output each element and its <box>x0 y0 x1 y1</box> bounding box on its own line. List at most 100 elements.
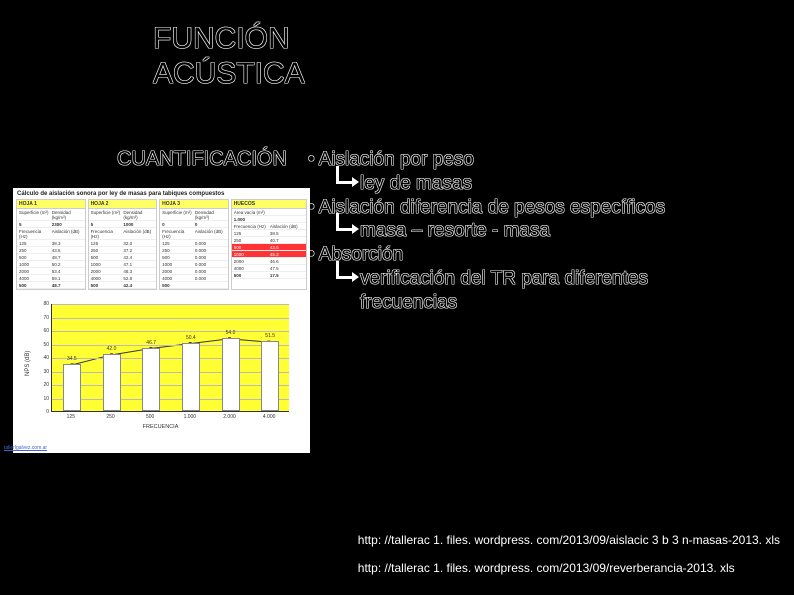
gridline <box>52 318 289 319</box>
data-row: 50043.5 <box>232 244 306 251</box>
y-tick: 10 <box>37 396 49 402</box>
chart-bar <box>142 348 160 411</box>
summary-row: 50017.5 <box>232 272 306 279</box>
col-values: 51000 <box>89 221 157 228</box>
data-row: 25037.2 <box>89 247 157 254</box>
chart-area: NPS (dB) 01020304050607080 34.542.046.75… <box>23 296 298 436</box>
col-head: HUECOS <box>232 200 306 209</box>
col-subhead: Área vacía (m²) <box>232 209 306 216</box>
bullet-3-text: Absorción <box>319 243 404 267</box>
arrow-icon <box>332 219 360 241</box>
x-tick: 4.000 <box>263 414 276 420</box>
bullet-1: • Aislación por peso <box>308 148 665 172</box>
gridline <box>52 358 289 359</box>
col-values: 1.000 <box>232 216 306 223</box>
summary-row: 50042.4 <box>89 282 157 289</box>
sub-3-text: verificación del TR para diferentes frec… <box>360 267 648 315</box>
y-tick: 0 <box>37 409 49 415</box>
x-tick: 500 <box>146 414 154 420</box>
section-subtitle: CUANTIFICACIÓN <box>117 148 287 171</box>
sheet-table: HOJA 1Superficie (m²)Densidad (kg/m³)523… <box>13 199 310 290</box>
bullet-2: • Aislación diferencia de pesos específi… <box>308 196 665 220</box>
sheet-col: HOJA 1Superficie (m²)Densidad (kg/m³)523… <box>16 199 86 290</box>
gridline <box>52 399 289 400</box>
chart-bar <box>63 364 81 411</box>
x-tick: 125 <box>67 414 75 420</box>
col-values: 00 <box>160 221 228 228</box>
data-row: 25043.5 <box>17 247 85 254</box>
data-row: 25040.7 <box>232 237 306 244</box>
bar-label: 50.4 <box>186 335 196 341</box>
data-row: 12538.3 <box>17 240 85 247</box>
y-tick: 60 <box>37 328 49 334</box>
arrow-icon <box>332 172 360 194</box>
spreadsheet-thumb: Cálculo de aislación sonora por ley de m… <box>13 188 310 453</box>
data-row: 400059.1 <box>17 275 85 282</box>
freq-head: Frecuencia (Hz)Aislación (dB) <box>17 228 85 240</box>
x-tick: 1.000 <box>184 414 197 420</box>
sheet-col: HOJA 2Superficie (m²)Densidad (kg/m³)510… <box>88 199 158 290</box>
link-2[interactable]: http: //tallerac 1. files. wordpress. co… <box>358 561 780 575</box>
gridline <box>52 385 289 386</box>
data-row: 5000.000 <box>160 254 228 261</box>
freq-head: Frecuencia (Hz)Aislación (dB) <box>89 228 157 240</box>
data-row: 10000.000 <box>160 261 228 268</box>
bullet-list: • Aislación por peso ley de masas • Aisl… <box>308 148 665 314</box>
sub-3: verificación del TR para diferentes frec… <box>308 267 665 315</box>
col-subhead: Superficie (m²)Densidad (kg/m³) <box>160 209 228 221</box>
y-tick: 30 <box>37 369 49 375</box>
data-row: 12532.0 <box>89 240 157 247</box>
sub-3a: verificación del TR para diferentes <box>360 268 648 289</box>
sub-1: ley de masas <box>308 172 665 196</box>
gridline <box>52 345 289 346</box>
freq-head: Frecuencia (Hz)Aislación (dB) <box>232 223 306 230</box>
data-row: 20000.000 <box>160 268 228 275</box>
bar-label: 51.5 <box>265 333 275 339</box>
data-row: 50042.4 <box>89 254 157 261</box>
chart-bar <box>261 341 279 411</box>
bar-label: 42.0 <box>107 346 117 352</box>
sub-2: masa – resorte - masa <box>308 219 665 243</box>
summary-row: 500 <box>160 282 228 289</box>
sub-2-text: masa – resorte - masa <box>360 219 550 243</box>
data-row: 400047.5 <box>232 265 306 272</box>
title-line1: FUNCIÓN <box>153 22 290 55</box>
data-row: 2500.000 <box>160 247 228 254</box>
gridline <box>52 304 289 305</box>
data-row: 50048.7 <box>17 254 85 261</box>
bar-label: 46.7 <box>146 340 156 346</box>
bullet-3: • Absorción <box>308 243 665 267</box>
data-row: 1250.000 <box>160 240 228 247</box>
col-subhead: Superficie (m²)Densidad (kg/m³) <box>89 209 157 221</box>
data-row: 12538.5 <box>232 230 306 237</box>
chart-bar <box>103 354 121 411</box>
chart-ylabel: NPS (dB) <box>25 351 31 376</box>
bullet-2-text: Aislación diferencia de pesos específico… <box>319 196 665 220</box>
data-row: 400052.8 <box>89 275 157 282</box>
bar-label: 34.5 <box>67 356 77 362</box>
links-block: http: //tallerac 1. files. wordpress. co… <box>358 519 780 575</box>
freq-head: Frecuencia (Hz)Aislación (dB) <box>160 228 228 240</box>
slide-title: FUNCIÓN ACÚSTICA <box>153 22 305 91</box>
col-subhead: Superficie (m²)Densidad (kg/m³) <box>17 209 85 221</box>
y-tick: 80 <box>37 301 49 307</box>
col-head: HOJA 1 <box>17 200 85 209</box>
data-row: 100047.1 <box>89 261 157 268</box>
arrow-icon <box>332 267 360 289</box>
y-tick: 40 <box>37 355 49 361</box>
sheet-title: Cálculo de aislación sonora por ley de m… <box>13 188 310 199</box>
y-tick: 50 <box>37 342 49 348</box>
title-line2: ACÚSTICA <box>153 57 305 90</box>
sub-1-text: ley de masas <box>360 172 472 196</box>
col-head: HOJA 2 <box>89 200 157 209</box>
link-1[interactable]: http: //tallerac 1. files. wordpress. co… <box>358 533 780 547</box>
gridline <box>52 331 289 332</box>
chart-plot: 34.542.046.750.454.051.5 <box>51 304 289 412</box>
y-tick: 20 <box>37 382 49 388</box>
source-link-tiny[interactable]: tallerlgalvez.com.ar <box>4 445 47 451</box>
chart-xlabel: FRECUENCIA <box>143 424 179 430</box>
data-row: 100050.2 <box>17 261 85 268</box>
sheet-col: HOJA 3Superficie (m²)Densidad (kg/m³)00F… <box>159 199 229 290</box>
col-values: 52300 <box>17 221 85 228</box>
data-row: 200046.6 <box>232 258 306 265</box>
